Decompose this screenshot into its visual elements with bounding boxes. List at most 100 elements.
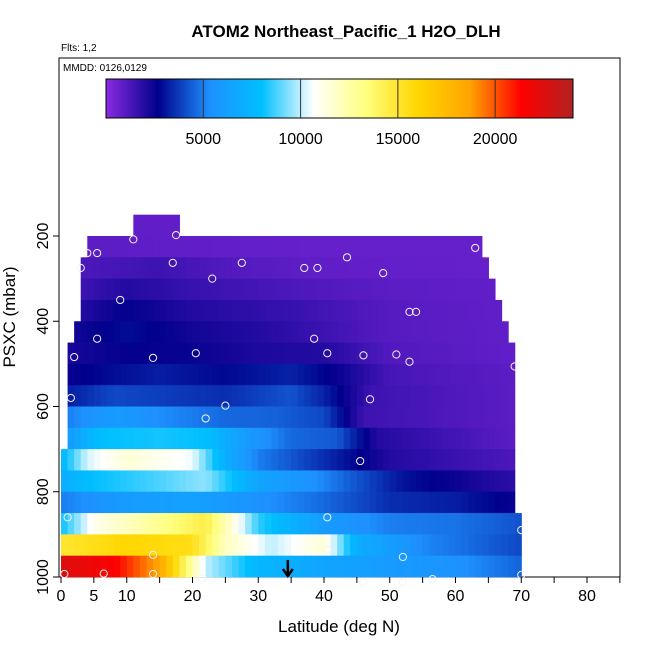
curtain-cell — [212, 385, 220, 407]
curtain-cell — [172, 342, 180, 365]
curtain-cell — [159, 513, 167, 535]
curtain-cell — [245, 406, 253, 429]
curtain-cell — [133, 363, 141, 386]
curtain-cell — [74, 470, 82, 493]
curtain-cell — [291, 278, 299, 301]
curtain-cell — [475, 427, 483, 450]
curtain-cell — [501, 321, 509, 343]
curtain-cell — [277, 534, 286, 557]
curtain-cell — [120, 555, 128, 578]
curtain-cell — [172, 534, 180, 557]
curtain-cell — [284, 342, 292, 365]
curtain-cell — [330, 470, 338, 493]
curtain-cell — [304, 385, 312, 407]
curtain-cell — [468, 555, 476, 578]
curtain-cell — [488, 406, 496, 429]
x-tick-label: 40 — [315, 588, 333, 605]
curtain-cell — [238, 513, 246, 535]
curtain-cell — [370, 385, 378, 407]
curtain-cell — [113, 321, 121, 343]
curtain-cell — [251, 449, 259, 471]
sample-point — [168, 258, 177, 267]
curtain-cell — [350, 555, 358, 578]
curtain-cell — [172, 470, 180, 493]
curtain-cell — [310, 449, 319, 471]
curtain-cell — [258, 427, 266, 450]
x-tick-label: 0 — [57, 588, 66, 605]
curtain-cell — [93, 491, 102, 514]
curtain-cell — [185, 470, 194, 493]
curtain-cell — [185, 427, 194, 450]
curtain-cell — [402, 385, 411, 407]
curtain-cell — [100, 299, 108, 322]
sample-point — [148, 550, 158, 559]
curtain-cell — [494, 385, 503, 407]
curtain-cell — [126, 406, 134, 429]
curtain-cell — [172, 363, 180, 386]
curtain-cell — [231, 491, 240, 514]
curtain-cell — [291, 363, 299, 386]
curtain-cell — [159, 470, 167, 493]
curtain-cell — [402, 363, 411, 386]
colorbar: 5000 10000 15000 20000 — [105, 78, 574, 148]
curtain-cell — [139, 449, 148, 471]
curtain-cell — [74, 321, 82, 343]
curtain-cell — [166, 342, 174, 365]
curtain-cell — [113, 299, 121, 322]
curtain-cell — [218, 406, 226, 429]
curtain-cell — [448, 555, 457, 578]
curtain-cell — [153, 491, 161, 514]
curtain-cell — [146, 257, 154, 280]
curtain-cell — [100, 363, 108, 386]
curtain-cell — [422, 278, 430, 301]
curtain-cell — [218, 257, 226, 280]
curtain-cell — [468, 385, 476, 407]
curtain-cell — [146, 449, 154, 471]
curtain-cell — [376, 491, 384, 514]
curtain-cell — [192, 299, 200, 322]
curtain-cell — [133, 513, 141, 535]
curtain-cell — [192, 555, 200, 578]
curtain-cell — [435, 513, 443, 535]
sample-point — [517, 526, 526, 535]
x-axis: 0 5 10 20 30 40 50 60 70 80 — [57, 577, 621, 605]
curtain-cell — [61, 449, 69, 471]
curtain-cell — [120, 534, 128, 557]
curtain-cell — [271, 236, 279, 258]
x-tick-label: 20 — [184, 588, 202, 605]
curtain-cell — [350, 470, 358, 493]
curtain-cell — [317, 236, 325, 258]
curtain-cell — [199, 342, 207, 365]
curtain-cell — [330, 449, 338, 471]
curtain-cell — [100, 470, 108, 493]
chart-title: ATOM2 Northeast_Pacific_1 H2O_DLH — [191, 22, 500, 41]
curtain-cell — [166, 278, 174, 301]
curtain-cell — [258, 449, 266, 471]
curtain-cell — [126, 555, 134, 578]
curtain-cell — [291, 342, 299, 365]
curtain-cell — [271, 555, 279, 578]
curtain-cell — [442, 449, 450, 471]
curtain-cell — [455, 342, 463, 365]
curtain-cell — [218, 534, 226, 557]
curtain-cell — [107, 342, 115, 365]
curtain-cell — [199, 470, 207, 493]
curtain-cell — [212, 342, 220, 365]
curtain-cell — [402, 278, 411, 301]
curtain-cell — [245, 555, 253, 578]
curtain-cell — [277, 342, 286, 365]
colorbar-tick-label: 5000 — [185, 131, 221, 148]
curtain-cell — [113, 236, 121, 258]
curtain-cell — [363, 534, 371, 557]
curtain-cell — [468, 534, 476, 557]
curtain-cell — [317, 427, 325, 450]
curtain-cell — [422, 491, 430, 514]
curtain-cell — [475, 491, 483, 514]
curtain-cell — [212, 236, 220, 258]
curtain-cell — [475, 321, 483, 343]
sample-point — [300, 263, 309, 273]
sample-point — [398, 552, 407, 562]
curtain-cell — [139, 321, 148, 343]
curtain-cell — [508, 491, 516, 514]
